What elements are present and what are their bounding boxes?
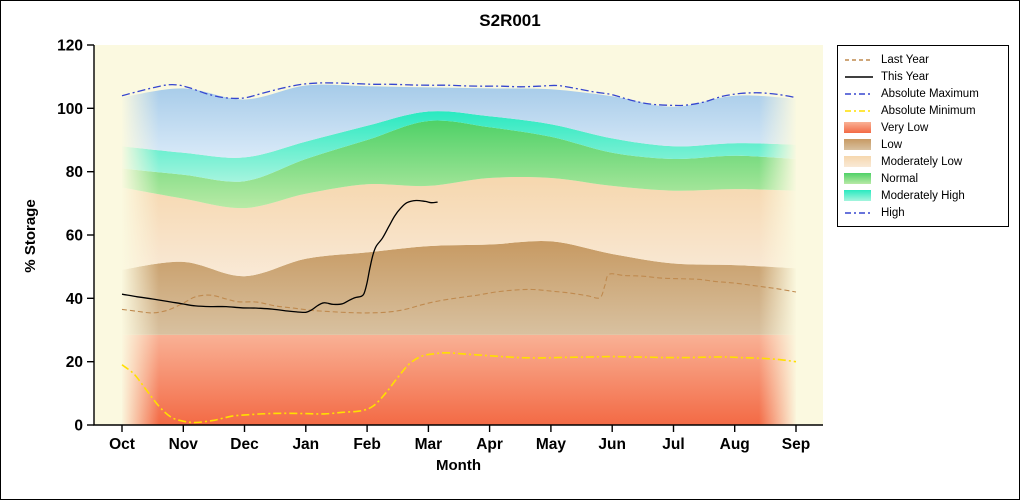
- x-tick-label: Jul: [662, 436, 684, 453]
- band-very-low: [122, 334, 796, 425]
- x-tick-label: Mar: [415, 436, 443, 453]
- legend-list: Last Year This Year Absolute Maximum Absolu…: [844, 51, 1002, 221]
- legend-swatch-very-low: [844, 122, 874, 133]
- band-high: [122, 84, 796, 158]
- x-tick-label: Nov: [169, 436, 199, 453]
- legend-item-last-year: Last Year: [844, 51, 1002, 68]
- legend-swatch-normal: [844, 173, 874, 184]
- legend-item-high: High: [844, 204, 1002, 221]
- legend-item-absolute-minimum: Absolute Minimum: [844, 102, 1002, 119]
- chart-title: S2R001: [479, 11, 541, 30]
- y-tick-label: 120: [57, 38, 83, 55]
- legend-swatch-last-year: [844, 55, 874, 65]
- legend-swatch-absolute-minimum: [844, 106, 874, 116]
- legend-swatch-this-year: [844, 72, 874, 82]
- x-tick-label: Jan: [292, 436, 319, 453]
- band-moderately-low: [122, 177, 796, 277]
- legend-item-this-year: This Year: [844, 68, 1002, 85]
- y-tick-label: 0: [74, 418, 83, 435]
- legend-label: Last Year: [881, 53, 929, 66]
- legend-item-low: Low: [844, 136, 1002, 153]
- line-absolute-minimum: [121, 351, 797, 424]
- x-tick-label: Feb: [353, 436, 381, 453]
- x-tick-label: Sep: [782, 436, 810, 453]
- line-last-year: [121, 273, 797, 314]
- line-this-year: [121, 199, 438, 314]
- y-tick-label: 100: [57, 101, 83, 118]
- legend: Last Year This Year Absolute Maximum Absolu…: [837, 45, 1009, 227]
- legend-swatch-low: [844, 139, 874, 150]
- legend-label: High: [881, 206, 905, 219]
- legend-label: Moderately Low: [881, 155, 963, 168]
- y-tick-label: 40: [66, 291, 83, 308]
- legend-item-moderately-low: Moderately Low: [844, 153, 1002, 170]
- legend-label: This Year: [881, 70, 929, 83]
- y-tick-label: 20: [66, 354, 83, 371]
- legend-item-very-low: Very Low: [844, 119, 1002, 136]
- y-tick-label: 80: [66, 164, 83, 181]
- right-fade: [759, 45, 797, 425]
- legend-label: Moderately High: [881, 189, 965, 202]
- legend-label: Absolute Maximum: [881, 87, 979, 100]
- legend-label: Absolute Minimum: [881, 104, 976, 117]
- left-fade: [121, 45, 159, 425]
- legend-swatch-absolute-maximum: [844, 89, 874, 99]
- x-tick-label: Jun: [598, 436, 626, 453]
- x-tick-label: Oct: [109, 436, 135, 453]
- legend-item-moderately-high: Moderately High: [844, 187, 1002, 204]
- x-axis-label: Month: [436, 457, 481, 474]
- legend-swatch-high: [844, 208, 874, 218]
- legend-label: Low: [881, 138, 903, 151]
- legend-swatch-moderately-low: [844, 156, 874, 167]
- x-tick-label: Dec: [230, 436, 259, 453]
- y-tick-label: 60: [66, 228, 83, 245]
- legend-label: Normal: [881, 172, 919, 185]
- legend-label: Very Low: [881, 121, 929, 134]
- x-tick-label: May: [536, 436, 567, 453]
- x-tick-label: Aug: [720, 436, 750, 453]
- legend-item-normal: Normal: [844, 170, 1002, 187]
- line-absolute-maximum: [121, 82, 797, 107]
- band-moderately-high: [122, 111, 796, 182]
- legend-item-absolute-maximum: Absolute Maximum: [844, 85, 1002, 102]
- band-normal: [122, 120, 796, 209]
- legend-swatch-moderately-high: [844, 190, 874, 201]
- x-tick-label: Apr: [476, 436, 503, 453]
